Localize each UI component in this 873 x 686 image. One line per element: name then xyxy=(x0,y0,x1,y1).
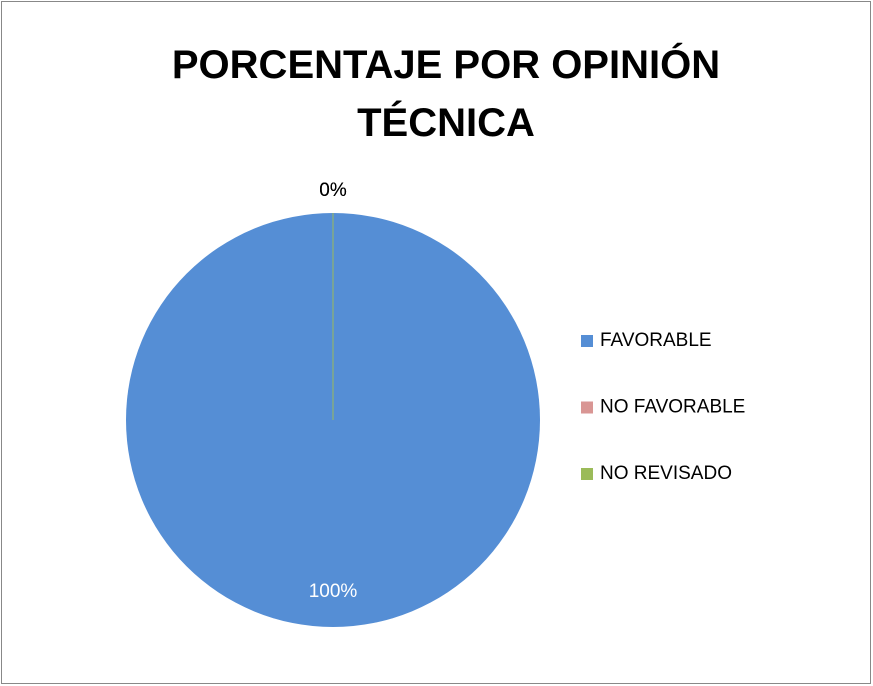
legend-swatch xyxy=(581,401,593,414)
data-label: 0% xyxy=(319,180,347,201)
data-label: 0% xyxy=(319,180,347,201)
legend-swatch xyxy=(581,468,593,480)
legend-swatch xyxy=(581,335,593,347)
legend-label: NO FAVORABLE xyxy=(600,397,745,418)
legend-label: NO REVISADO xyxy=(600,463,732,484)
data-label: 100% xyxy=(309,581,358,602)
legend-label: FAVORABLE xyxy=(600,330,712,351)
chart-title: PORCENTAJE POR OPINIÓN TÉCNICA xyxy=(171,43,721,145)
